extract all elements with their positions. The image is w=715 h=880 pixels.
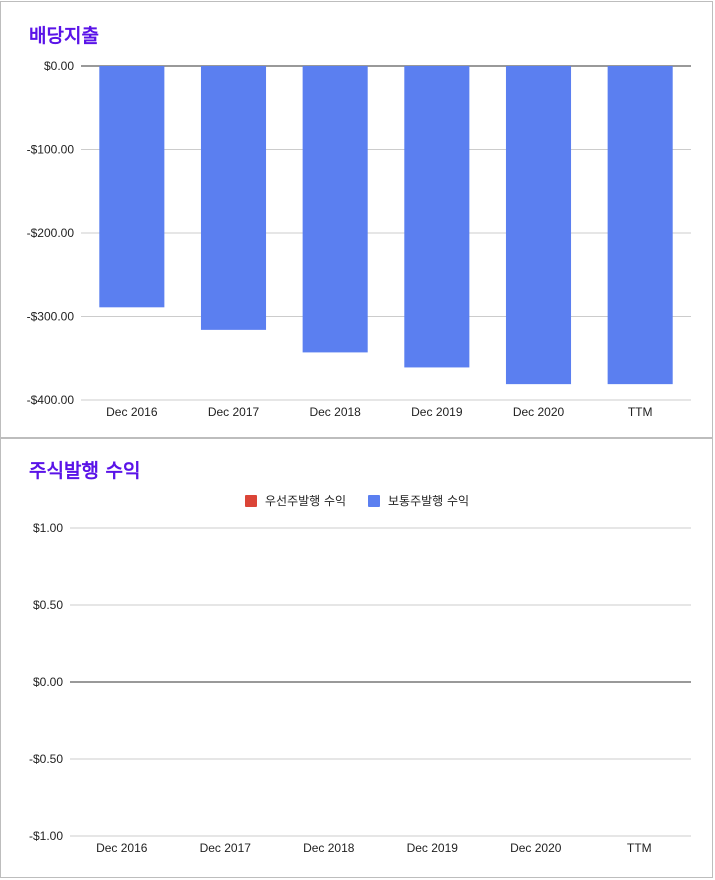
x-tick-label: Dec 2016 — [106, 405, 158, 419]
x-tick-label: Dec 2018 — [303, 841, 355, 855]
bar — [302, 66, 368, 353]
bar — [99, 66, 165, 308]
stock-issuance-chart-panel: $1.00 $0.50 $0.00 -$0.50 -$1.00 Dec 2016 Dec 2… — [0, 438, 713, 878]
y-tick-label: -$300.00 — [27, 310, 75, 324]
dividend-chart-panel: $0.00 -$100.00 -$200.00 -$300.00 -$400.00 Dec… — [0, 1, 713, 438]
x-tick-label: Dec 2018 — [309, 405, 361, 419]
bar — [607, 66, 673, 385]
x-tick-label: Dec 2017 — [208, 405, 260, 419]
y-tick-label: -$0.50 — [29, 752, 63, 766]
x-tick-label: Dec 2019 — [411, 405, 463, 419]
stock-issuance-chart: $1.00 $0.50 $0.00 -$0.50 -$1.00 Dec 2016 Dec 2… — [29, 493, 691, 855]
y-tick-label: $0.00 — [33, 675, 63, 689]
x-tick-label: TTM — [628, 405, 653, 419]
bar — [404, 66, 470, 368]
legend-swatch — [368, 495, 380, 507]
x-tick-label: Dec 2017 — [200, 841, 252, 855]
y-tick-label: -$1.00 — [29, 829, 63, 843]
y-tick-label: $0.00 — [44, 59, 74, 73]
legend-label: 우선주발행 수익 — [265, 493, 346, 508]
y-tick-label: $1.00 — [33, 521, 63, 535]
legend-swatch — [245, 495, 257, 507]
y-tick-label: $0.50 — [33, 598, 63, 612]
x-tick-label: Dec 2020 — [510, 841, 562, 855]
bar — [505, 66, 572, 385]
dividend-chart: $0.00 -$100.00 -$200.00 -$300.00 -$400.00 Dec… — [27, 59, 691, 419]
dividend-chart-title: 배당지출 — [29, 25, 99, 47]
legend-label: 보통주발행 수익 — [388, 493, 469, 508]
y-tick-label: -$400.00 — [27, 393, 75, 407]
y-tick-label: -$200.00 — [27, 226, 75, 240]
x-tick-label: Dec 2016 — [96, 841, 148, 855]
bar — [200, 66, 267, 330]
x-tick-label: TTM — [627, 841, 652, 855]
x-tick-label: Dec 2019 — [407, 841, 459, 855]
x-tick-label: Dec 2020 — [513, 405, 565, 419]
stock-issuance-chart-title: 주식발행 수익 — [29, 460, 141, 482]
y-tick-label: -$100.00 — [27, 143, 75, 157]
